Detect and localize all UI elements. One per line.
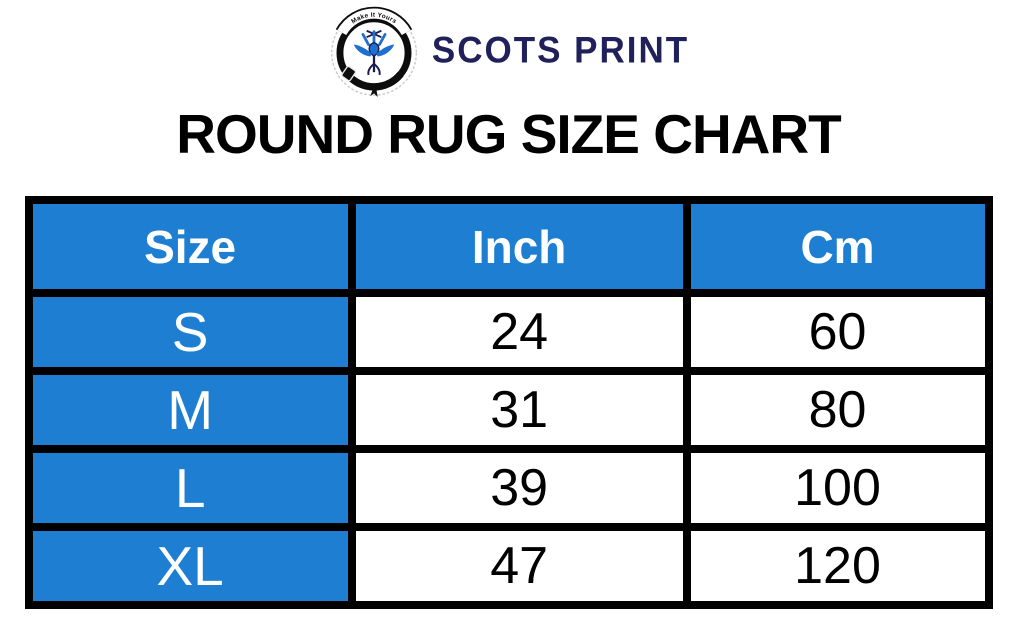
inch-cell-m: 31 <box>355 375 683 445</box>
inch-cell-s: 24 <box>355 297 683 367</box>
thistle-leaf-left <box>353 44 372 57</box>
cm-cell-s: 60 <box>690 297 985 367</box>
size-cell-l: L <box>32 453 348 523</box>
thistle-leaf-right <box>376 44 395 57</box>
column-header-inch: Inch <box>355 204 683 289</box>
page-title: ROUND RUG SIZE CHART <box>176 103 841 165</box>
inch-cell-l: 39 <box>355 453 683 523</box>
thistle-petals <box>361 30 387 46</box>
size-cell-xl: XL <box>32 531 348 601</box>
belt-tail <box>370 85 378 97</box>
brand-name: SCOTS PRINT <box>431 30 690 71</box>
belt-buckle <box>341 65 357 82</box>
column-header-cm: Cm <box>690 204 985 289</box>
size-chart-table: Size Inch Cm S 24 60 M 31 80 L 39 100 XL… <box>24 196 993 609</box>
cm-cell-m: 80 <box>690 375 985 445</box>
cm-cell-l: 100 <box>690 453 985 523</box>
size-cell-m: M <box>32 375 348 445</box>
cm-cell-xl: 120 <box>690 531 985 601</box>
inch-cell-xl: 47 <box>355 531 683 601</box>
thistle-stem-leaves <box>367 63 381 76</box>
size-cell-s: S <box>32 297 348 367</box>
brand-header: Make It Yours SCOTS PRINT <box>0 0 1017 97</box>
thistle-crest-icon: Make It Yours <box>330 6 417 97</box>
banner-fill <box>337 8 411 36</box>
column-header-size: Size <box>32 204 348 289</box>
